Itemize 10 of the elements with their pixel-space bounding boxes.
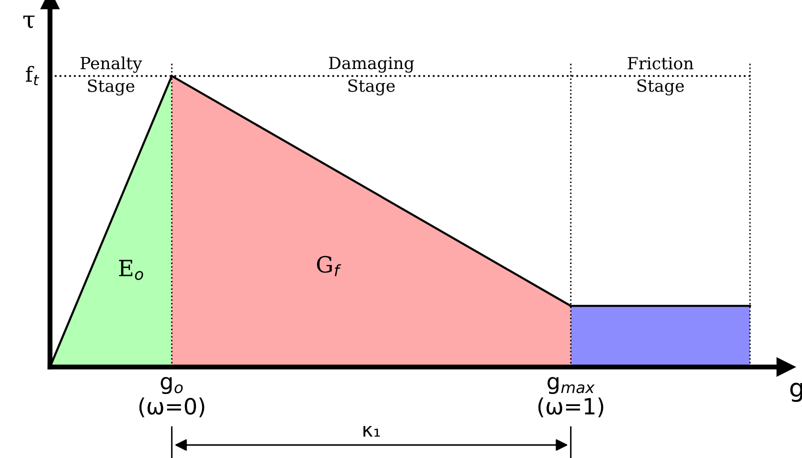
ref-line-label: f$_{t}$ [26, 66, 40, 86]
annotation: Friction Stage [628, 56, 694, 96]
x-tick-label: g$_{max}$ (ω=1) [538, 376, 604, 418]
y-axis-title: τ [23, 16, 35, 28]
annotation: Damaging Stage [328, 56, 414, 96]
series-label: E$_{o}$ [119, 260, 144, 280]
series-label: G$_{f}$ [317, 256, 342, 276]
x-tick-label: g$_{o}$ (ω=0) [139, 376, 204, 418]
annotation: Penalty Stage [80, 56, 142, 96]
text: κ₁ [363, 426, 380, 437]
